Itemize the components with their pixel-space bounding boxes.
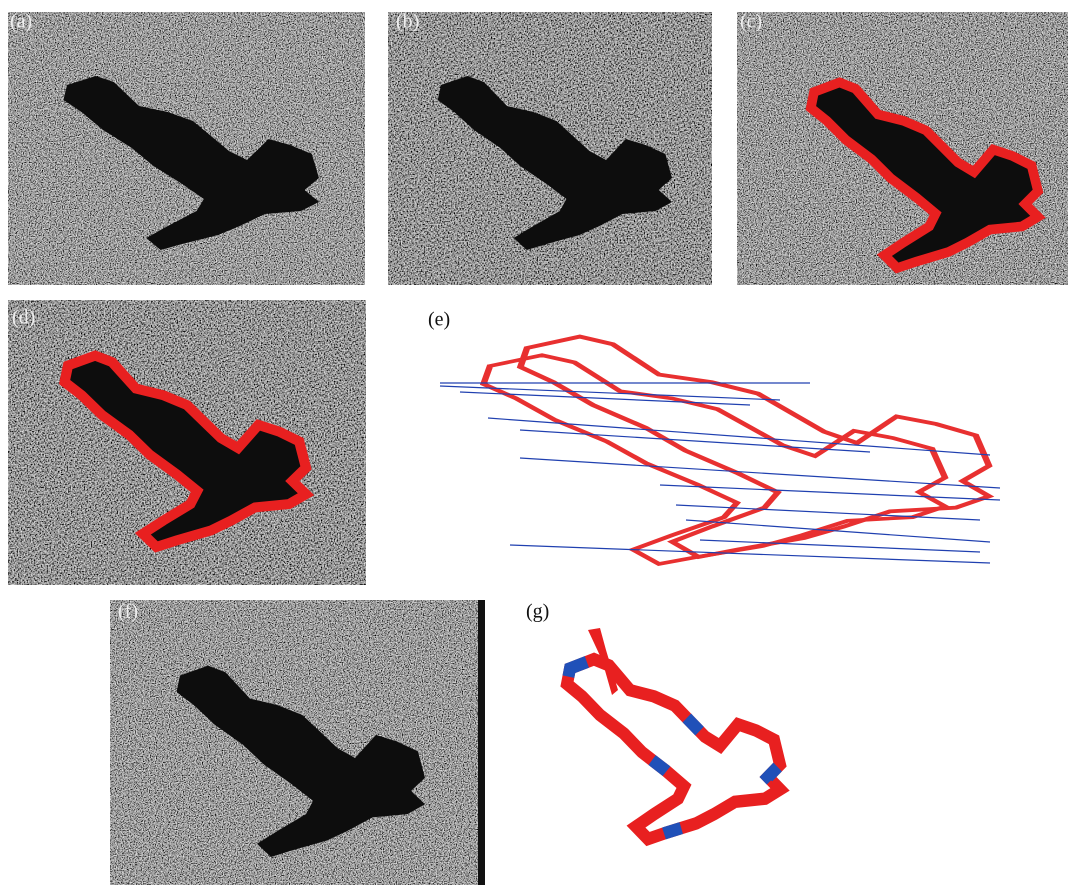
panel-label: (e): [428, 309, 450, 331]
panel-c: (c): [737, 11, 1068, 285]
panel-g: (g): [526, 601, 780, 839]
panel-label: (c): [740, 11, 762, 33]
panel-label: (b): [396, 11, 419, 33]
panel-label: (f): [118, 601, 138, 623]
panel-f: (f): [110, 600, 485, 885]
error-contour-red: [567, 659, 780, 839]
panel-label: (a): [10, 11, 32, 33]
panel-d: (d): [8, 300, 366, 585]
figure: (a) (b) (c) (d) (e): [0, 0, 1071, 885]
panel-label: (d): [12, 307, 35, 329]
match-line: [460, 392, 750, 405]
image-border: [478, 600, 485, 885]
error-contour-blue: [567, 659, 780, 839]
panel-label: (g): [526, 601, 549, 623]
panel-a: (a): [8, 11, 365, 285]
panel-e: (e): [428, 309, 1000, 564]
panel-b: (b): [388, 11, 712, 285]
